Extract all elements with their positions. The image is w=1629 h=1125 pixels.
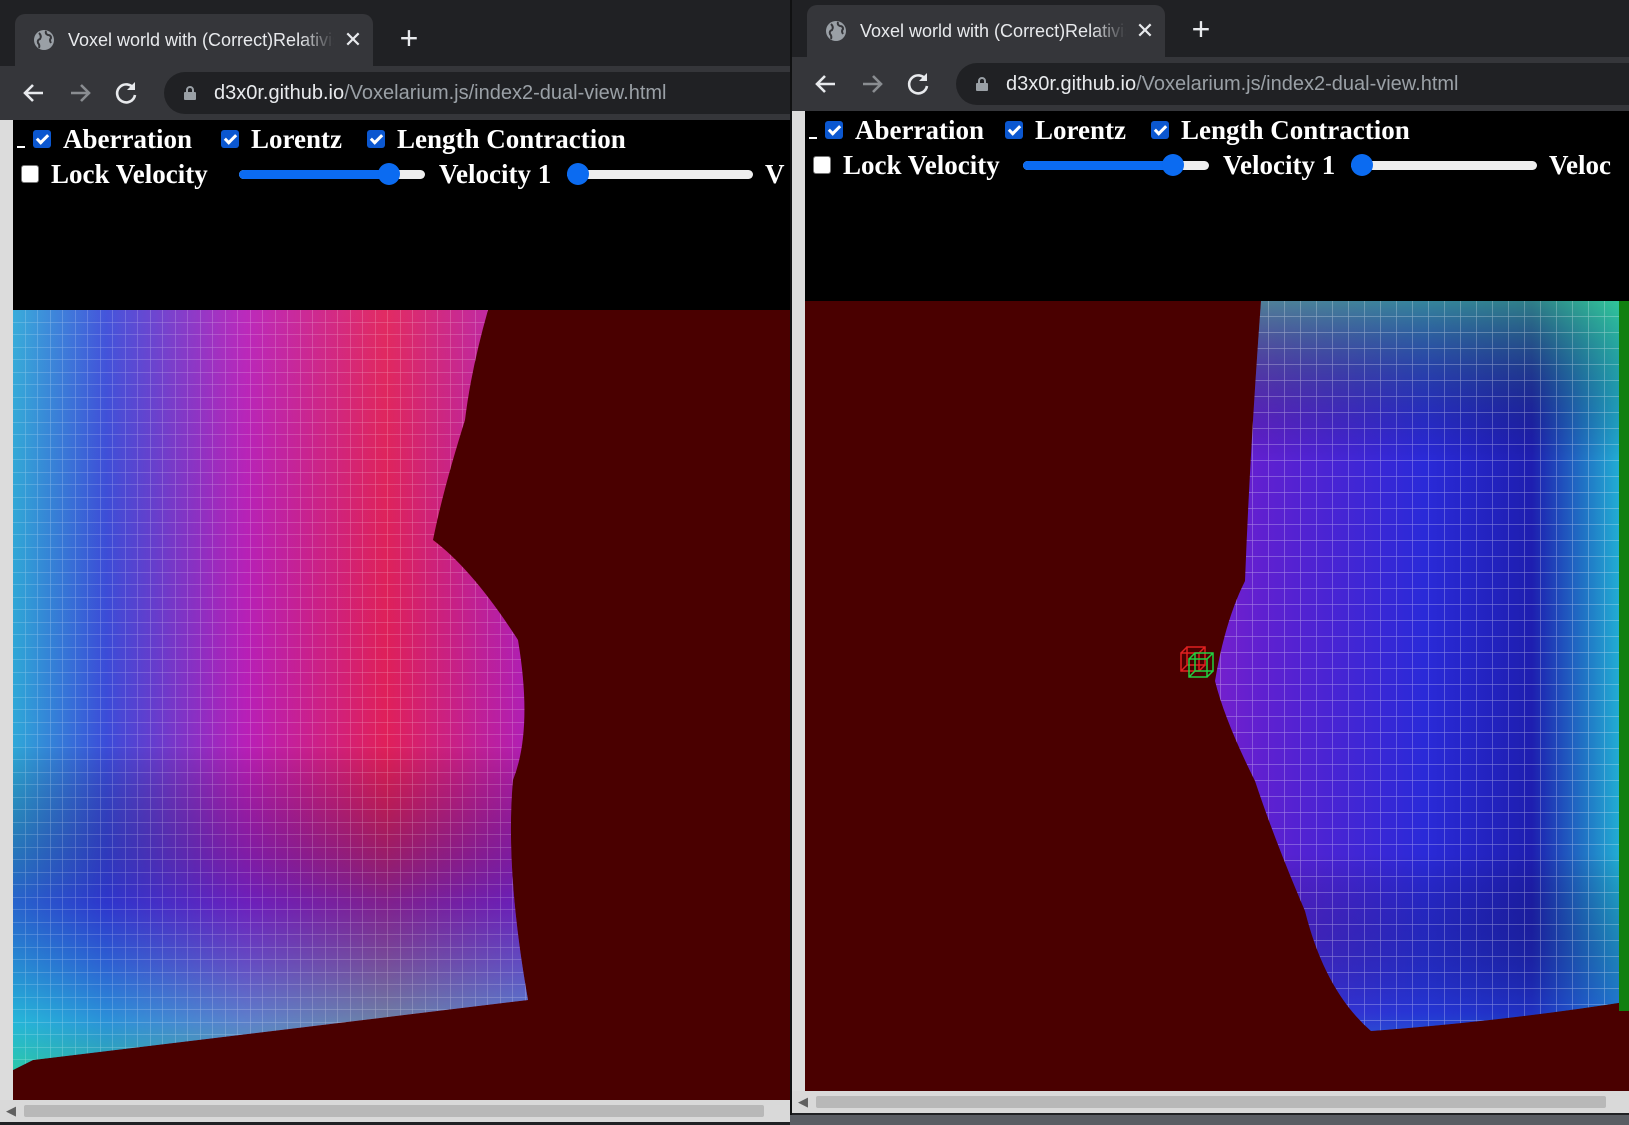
effects-row: Aberration Lorentz Length Contraction: [13, 122, 790, 156]
stray-dash: [17, 146, 25, 148]
arrow-right-icon[interactable]: [64, 77, 96, 109]
length-contraction-label: Length Contraction: [397, 124, 626, 154]
length-contraction-label: Length Contraction: [1181, 115, 1410, 145]
slider-thumb[interactable]: [1351, 154, 1373, 176]
slider-thumb[interactable]: [567, 163, 589, 185]
length-contraction-checkbox[interactable]: [1151, 121, 1169, 139]
velocity-slider[interactable]: [1023, 150, 1209, 180]
browser-toolbar: d3x0r.github.io/Voxelarium.js/index2-dua…: [0, 66, 790, 120]
velocity-2-label: Veloc: [1549, 150, 1611, 180]
page-content: Aberration Lorentz Length Contraction Lo…: [805, 111, 1629, 1091]
slider-thumb[interactable]: [1162, 154, 1185, 176]
horizontal-scrollbar[interactable]: ◀: [0, 1100, 790, 1122]
address-bar[interactable]: d3x0r.github.io/Voxelarium.js/index2-dua…: [956, 63, 1629, 105]
lock-velocity-checkbox[interactable]: [21, 165, 39, 183]
scrollbar-thumb[interactable]: [24, 1105, 764, 1117]
control-panel: Aberration Lorentz Length Contraction Lo…: [13, 120, 790, 310]
scrollbar-thumb[interactable]: [816, 1096, 1606, 1108]
url-text: d3x0r.github.io/Voxelarium.js/index2-dua…: [1006, 72, 1458, 96]
browser-window-left: Voxel world with (Correct)Relativistic E…: [0, 0, 790, 1125]
effects-row: Aberration Lorentz Length Contraction: [805, 113, 1629, 147]
horizontal-scrollbar[interactable]: ◀: [792, 1091, 1629, 1113]
slider-track: [1351, 161, 1537, 170]
lorentz-label: Lorentz: [251, 124, 342, 154]
arrow-left-icon[interactable]: [18, 77, 50, 109]
tab-voxel-world[interactable]: Voxel world with (Correct)Relativistic E…: [15, 14, 373, 66]
aberration-label: Aberration: [855, 115, 984, 145]
lorentz-checkbox[interactable]: [221, 130, 239, 148]
slider-fill: [239, 170, 390, 179]
url-host: d3x0r.github.io: [1006, 73, 1137, 95]
url-host: d3x0r.github.io: [214, 82, 345, 104]
voxel-grid-render: [13, 310, 528, 1070]
url-path: /Voxelarium.js/index2-dual-view.html: [344, 82, 667, 104]
globe-icon: [34, 30, 54, 50]
lock-icon: [976, 77, 988, 91]
cube-marker: [1180, 646, 1214, 678]
velocity-1-label: Velocity 1: [439, 159, 552, 189]
slider-fill: [1023, 161, 1174, 170]
lock-velocity-label: Lock Velocity: [843, 150, 1000, 180]
address-bar[interactable]: d3x0r.github.io/Voxelarium.js/index2-dua…: [164, 72, 790, 114]
velocity-row: Lock Velocity Velocity 1 V: [13, 157, 790, 191]
stray-dash: [809, 137, 817, 139]
tab-title: Voxel world with (Correct)Relativistic E…: [860, 18, 1126, 44]
browser-toolbar: d3x0r.github.io/Voxelarium.js/index2-dua…: [792, 57, 1629, 111]
velocity-slider[interactable]: [239, 159, 425, 189]
tab-strip: Voxel world with (Correct)Relativistic E…: [0, 0, 790, 66]
length-contraction-checkbox[interactable]: [367, 130, 385, 148]
reload-icon[interactable]: [902, 68, 934, 100]
url-text: d3x0r.github.io/Voxelarium.js/index2-dua…: [214, 81, 666, 105]
arrow-left-icon[interactable]: [810, 68, 842, 100]
slider-thumb[interactable]: [378, 163, 401, 185]
scroll-left-icon[interactable]: ◀: [798, 1094, 808, 1109]
lock-velocity-checkbox[interactable]: [813, 156, 831, 174]
velocity-1-slider[interactable]: [567, 159, 753, 189]
close-icon[interactable]: ✕: [343, 27, 363, 52]
webgl-viewport-right[interactable]: [805, 301, 1629, 1091]
velocity-2-label: V: [765, 159, 785, 189]
window-left-margin: [792, 111, 805, 1091]
window-left-margin: [0, 120, 13, 1100]
velocity-1-label: Velocity 1: [1223, 150, 1336, 180]
aberration-checkbox[interactable]: [33, 130, 51, 148]
tab-voxel-world[interactable]: Voxel world with (Correct)Relativistic E…: [807, 5, 1165, 57]
lock-icon: [184, 86, 196, 100]
new-tab-button[interactable]: +: [399, 20, 419, 56]
page-content: Aberration Lorentz Length Contraction Lo…: [13, 120, 790, 1100]
control-panel: Aberration Lorentz Length Contraction Lo…: [805, 111, 1629, 301]
slider-track: [567, 170, 753, 179]
velocity-1-slider[interactable]: [1351, 150, 1537, 180]
aberration-checkbox[interactable]: [825, 121, 843, 139]
tab-strip: Voxel world with (Correct)Relativistic E…: [792, 0, 1629, 58]
lorentz-label: Lorentz: [1035, 115, 1126, 145]
webgl-viewport-left[interactable]: [13, 310, 790, 1100]
arrow-right-icon[interactable]: [856, 68, 888, 100]
voxel-grid-render: [1180, 301, 1629, 1031]
lock-velocity-label: Lock Velocity: [51, 159, 208, 189]
new-tab-button[interactable]: +: [1191, 11, 1211, 47]
url-path: /Voxelarium.js/index2-dual-view.html: [1136, 73, 1459, 95]
scroll-left-icon[interactable]: ◀: [6, 1103, 16, 1118]
tab-title: Voxel world with (Correct)Relativistic E…: [68, 27, 334, 53]
reload-icon[interactable]: [110, 77, 142, 109]
globe-icon: [826, 21, 846, 41]
browser-window-right: Voxel world with (Correct)Relativistic E…: [790, 0, 1629, 1115]
close-icon[interactable]: ✕: [1135, 18, 1155, 43]
lorentz-checkbox[interactable]: [1005, 121, 1023, 139]
aberration-label: Aberration: [63, 124, 192, 154]
velocity-row: Lock Velocity Velocity 1 Veloc: [805, 148, 1629, 182]
